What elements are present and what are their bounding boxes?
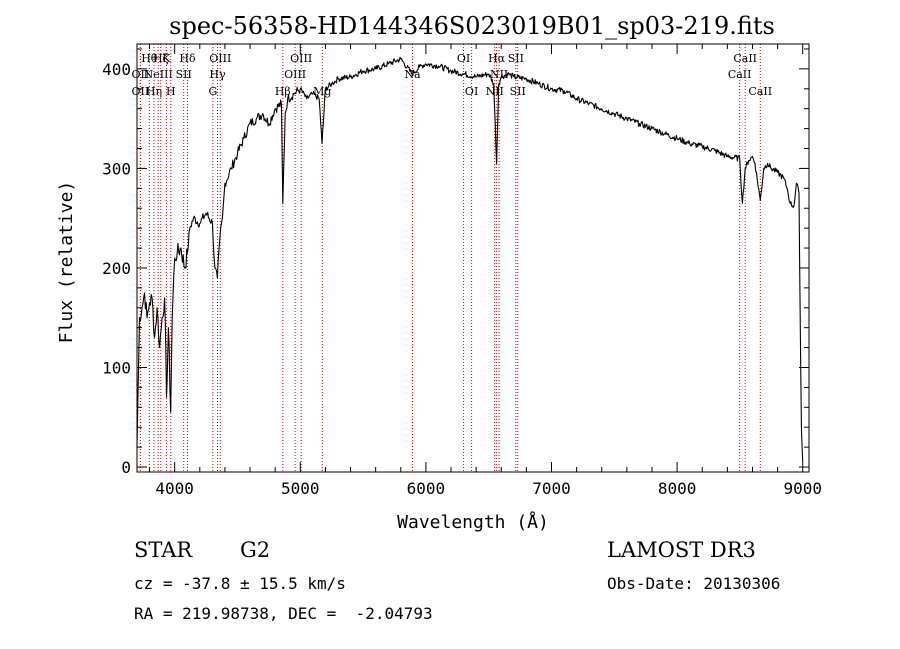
line-label: OI xyxy=(465,85,478,98)
coordinates-text: RA = 219.98738, DEC = -2.04793 xyxy=(134,604,433,623)
line-label: CaII xyxy=(733,52,757,65)
axes: 4000 5000 6000 7000 8000 9000 0 100 200 300 400 xyxy=(102,44,822,498)
line-label: CaII xyxy=(748,85,772,98)
x-tick-label: 8000 xyxy=(658,479,697,498)
y-tick-label: 200 xyxy=(102,259,131,278)
line-label: Hα xyxy=(488,52,506,65)
y-tick-label: 300 xyxy=(102,159,131,178)
line-label: Hζ xyxy=(153,52,169,65)
line-label: NII xyxy=(486,85,504,98)
x-tick-label: 4000 xyxy=(155,479,194,498)
line-label: Hθ xyxy=(141,52,158,65)
line-label: Hβ xyxy=(275,85,291,98)
line-label: SII xyxy=(508,52,524,65)
line-label: OIII xyxy=(209,52,231,65)
y-tick-label: 0 xyxy=(121,458,131,477)
object-class: STAR xyxy=(134,538,193,562)
line-label: G xyxy=(208,85,217,98)
line-label: OIII xyxy=(284,68,306,81)
obs-date-text: Obs-Date: 20130306 xyxy=(607,574,781,593)
x-tick-label: 9000 xyxy=(783,479,822,498)
line-label: OIII xyxy=(290,52,312,65)
chart-title: spec-56358-HD144346S023019B01_sp03-219.f… xyxy=(169,12,775,40)
line-label: NeIII xyxy=(144,68,173,81)
line-label: SII xyxy=(510,85,526,98)
y-tick-label: 100 xyxy=(102,358,131,377)
line-label: SII xyxy=(176,68,192,81)
plot-frame xyxy=(136,43,810,473)
line-label: H xyxy=(166,85,176,98)
x-tick-label: 7000 xyxy=(532,479,571,498)
object-subclass: G2 xyxy=(240,538,271,562)
y-axis-label: Flux (relative) xyxy=(56,181,77,344)
x-tick-label: 6000 xyxy=(407,479,446,498)
line-label: Hγ xyxy=(209,68,226,81)
y-tick-label: 400 xyxy=(102,60,131,79)
x-axis-label: Wavelength (Å) xyxy=(397,511,549,533)
line-label: OI xyxy=(457,52,470,65)
line-label: K xyxy=(162,52,171,65)
line-label: Hη xyxy=(146,85,162,98)
spectrum-line xyxy=(136,56,804,463)
line-label: CaII xyxy=(728,68,752,81)
line-label: Hδ xyxy=(179,52,196,65)
survey-name: LAMOST DR3 xyxy=(607,538,756,562)
line-label: OII xyxy=(132,85,150,98)
x-tick-label: 5000 xyxy=(281,479,320,498)
spectral-line-marks: OIIOIIHθHηNeIIIHζKHSIIHδGHγOIIIHβOIIIOII… xyxy=(132,44,772,472)
redshift-text: cz = -37.8 ± 15.5 km/s xyxy=(134,574,346,593)
